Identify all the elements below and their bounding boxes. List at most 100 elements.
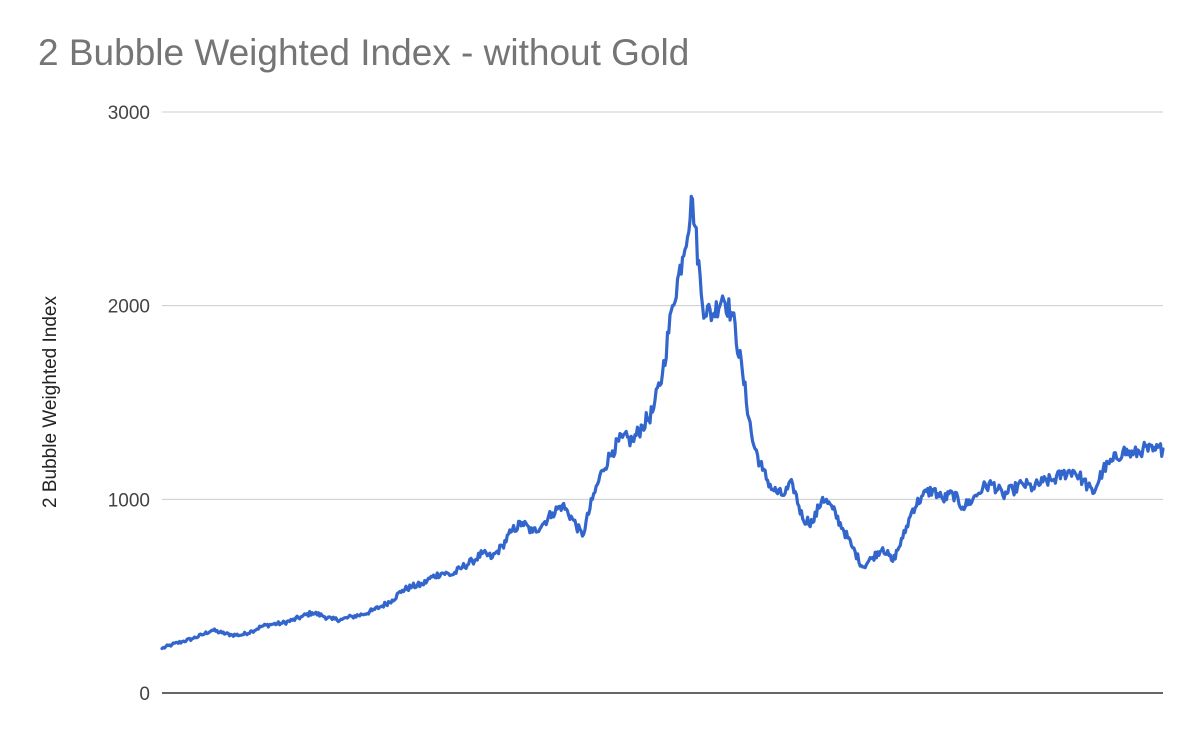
data-point — [300, 615, 304, 618]
y-axis-label: 2 Bubble Weighted Index — [40, 296, 61, 508]
data-point — [781, 494, 784, 497]
data-point — [250, 629, 254, 633]
data-point — [210, 628, 214, 632]
data-point — [200, 633, 204, 637]
data-point — [951, 492, 954, 495]
data-point — [1051, 478, 1055, 482]
data-point — [571, 517, 574, 520]
data-point — [491, 556, 494, 559]
data-point — [461, 565, 464, 569]
data-point — [270, 623, 274, 626]
data-point — [260, 624, 264, 628]
data-point — [1031, 486, 1035, 489]
data-point — [941, 498, 944, 501]
data-point — [841, 527, 844, 530]
data-point — [991, 482, 995, 486]
data-point — [581, 534, 584, 538]
data-point — [1161, 447, 1165, 451]
y-tick-label: 1000 — [108, 490, 150, 511]
data-point — [961, 505, 964, 509]
data-point — [1141, 447, 1145, 451]
data-point — [1091, 492, 1095, 495]
data-point — [561, 503, 564, 507]
data-point — [1061, 472, 1065, 476]
data-point — [681, 256, 684, 259]
data-point — [521, 521, 524, 524]
data-point — [871, 556, 874, 559]
y-tick-label: 3000 — [108, 103, 150, 124]
data-point — [611, 449, 614, 453]
data-point — [911, 507, 914, 511]
data-point — [170, 643, 174, 646]
data-point — [721, 294, 724, 298]
data-point — [981, 486, 985, 489]
data-point — [891, 560, 894, 563]
data-point — [551, 511, 554, 515]
y-tick-label: 0 — [139, 684, 150, 705]
data-point — [1101, 469, 1105, 472]
chart-title: 2 Bubble Weighted Index - without Gold — [38, 32, 690, 73]
data-point — [411, 585, 414, 588]
data-point — [641, 424, 644, 427]
data-point — [671, 304, 674, 307]
data-point — [821, 496, 824, 499]
data-point — [471, 560, 474, 563]
data-point — [1021, 482, 1025, 486]
data-point — [541, 523, 544, 526]
data-point — [421, 583, 424, 586]
data-point — [1131, 453, 1135, 456]
data-point — [350, 615, 354, 618]
data-point — [1151, 449, 1155, 453]
data-point — [1001, 494, 1005, 497]
data-point — [901, 536, 904, 540]
data-point — [481, 552, 484, 555]
data-point — [971, 498, 975, 501]
data-point — [1011, 488, 1015, 491]
data-point — [851, 546, 854, 549]
data-point — [501, 544, 504, 548]
data-point — [391, 598, 394, 602]
data-point — [441, 571, 444, 575]
data-point — [601, 469, 604, 472]
data-point — [431, 575, 434, 578]
series-line — [160, 194, 1165, 651]
data-point — [320, 614, 324, 617]
data-point — [1081, 478, 1085, 482]
series-layer — [160, 194, 1165, 651]
data-point — [731, 314, 734, 317]
data-point — [340, 618, 344, 621]
data-point — [361, 613, 364, 616]
data-point — [190, 637, 194, 640]
data-point — [381, 604, 384, 608]
data-point — [451, 573, 454, 577]
data-point — [791, 482, 794, 486]
data-point — [691, 197, 694, 201]
data-point — [591, 498, 594, 501]
data-point — [290, 619, 294, 622]
data-point — [931, 488, 934, 491]
data-point — [230, 633, 234, 637]
data-point — [801, 517, 804, 520]
data-point — [310, 611, 314, 614]
data-point — [1121, 449, 1125, 453]
data-point — [511, 529, 514, 532]
data-point — [531, 531, 534, 534]
data-point — [811, 521, 814, 524]
data-point — [881, 546, 884, 549]
data-point — [651, 410, 654, 414]
data-point — [401, 589, 404, 592]
data-point — [771, 488, 774, 491]
grid-layer — [162, 111, 1163, 694]
data-point — [761, 469, 764, 472]
data-point — [280, 622, 284, 625]
data-point — [180, 640, 184, 643]
data-point — [1041, 480, 1045, 484]
data-point — [921, 494, 924, 497]
data-point — [631, 440, 634, 443]
data-point — [711, 314, 714, 317]
data-point — [240, 633, 244, 637]
data-point — [371, 609, 374, 612]
y-tick-label: 2000 — [108, 297, 150, 318]
